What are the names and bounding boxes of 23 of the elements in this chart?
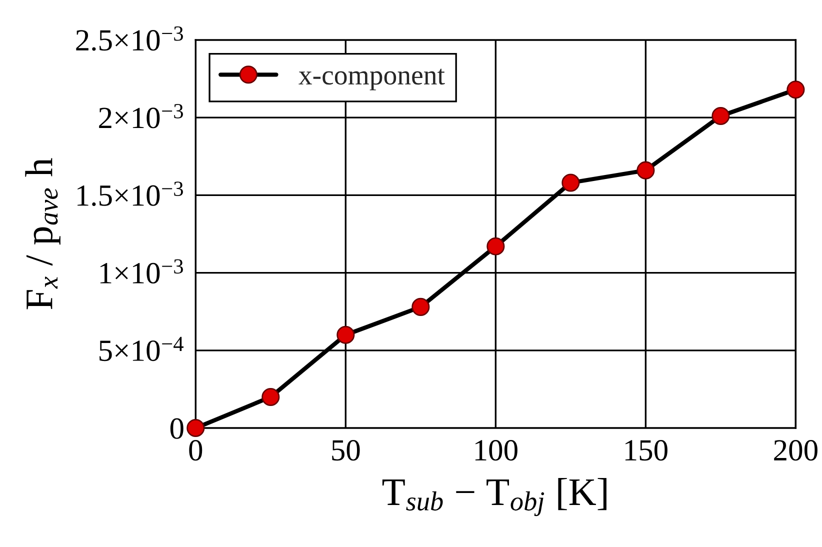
- point: [262, 388, 280, 406]
- y-tick-label: 2×10$^{−3}$: [99, 104, 183, 128]
- point: [636, 161, 655, 180]
- point: [786, 80, 805, 99]
- y-tick-label: 5×10$^{−4}$: [100, 336, 184, 362]
- x-tick-label: 100: [475, 440, 518, 461]
- x-tick-label: 150: [625, 440, 668, 461]
- point: [562, 174, 580, 192]
- x-axis-title: T$_{sub}$ − T$_{obj}$ [K]: [382, 478, 606, 516]
- x-tick-label: 0: [189, 440, 202, 461]
- x-tick-label: 200: [774, 440, 818, 461]
- x-tick-label: 50: [332, 440, 360, 461]
- y-tick-label: 2.5×10$^{−3}$: [76, 26, 183, 51]
- legend-label: x-component: [298, 68, 445, 90]
- y-axis-title: F$_{x}$ / p$_{ave}$ h: [25, 158, 60, 310]
- y-tick-label: 1.5×10$^{−3}$: [78, 182, 183, 206]
- point: [336, 326, 355, 344]
- y-tick-label: 1×10$^{−3}$: [100, 259, 183, 284]
- point: [186, 419, 205, 438]
- y-tick-label: 0: [170, 418, 184, 439]
- point: [412, 298, 430, 316]
- point: [486, 237, 505, 256]
- point: [712, 106, 730, 126]
